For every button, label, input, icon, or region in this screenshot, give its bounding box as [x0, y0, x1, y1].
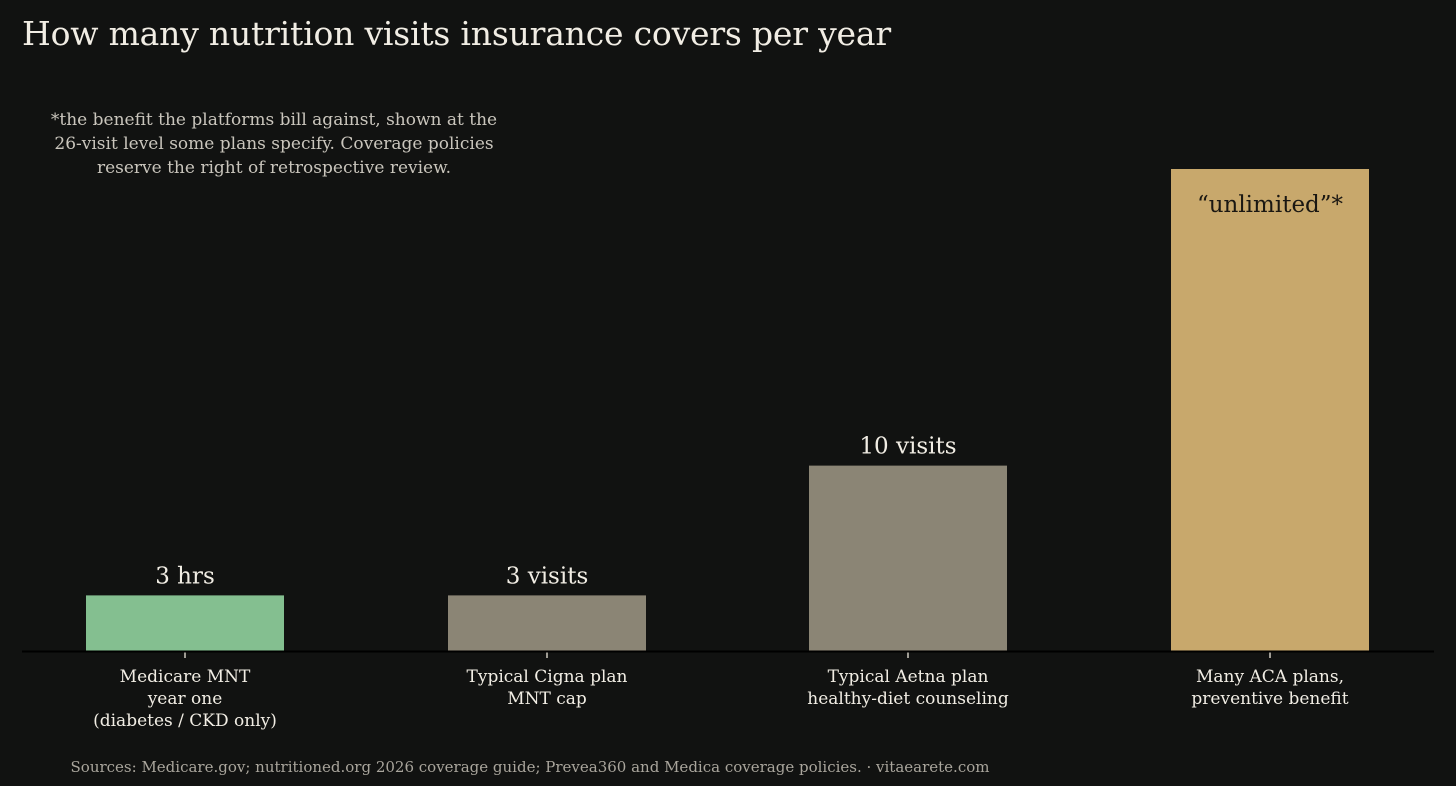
data-label-4: “unlimited”*	[1197, 192, 1344, 218]
bar-4	[1171, 169, 1369, 651]
tick-label-1: Medicare MNT year one (diabetes / CKD only…	[93, 667, 277, 731]
tick-label-4: Many ACA plans, preventive benefit	[1191, 667, 1348, 709]
bar-3	[809, 465, 1007, 651]
data-label-1: 3 hrs	[155, 563, 215, 589]
tick-label-2: Typical Cigna plan MNT cap	[467, 667, 628, 709]
footnote-annotation: *the benefit the platforms bill against,…	[50, 110, 498, 178]
data-label-2: 3 visits	[506, 563, 589, 589]
bar-1	[86, 595, 284, 651]
chart-title: How many nutrition visits insurance cove…	[22, 14, 891, 53]
bar-2	[448, 595, 646, 651]
source-credit: Sources: Medicare.gov; nutritioned.org 2…	[70, 758, 990, 776]
tick-label-3: Typical Aetna plan healthy-diet counselin…	[807, 667, 1009, 709]
data-label-3: 10 visits	[859, 434, 956, 460]
